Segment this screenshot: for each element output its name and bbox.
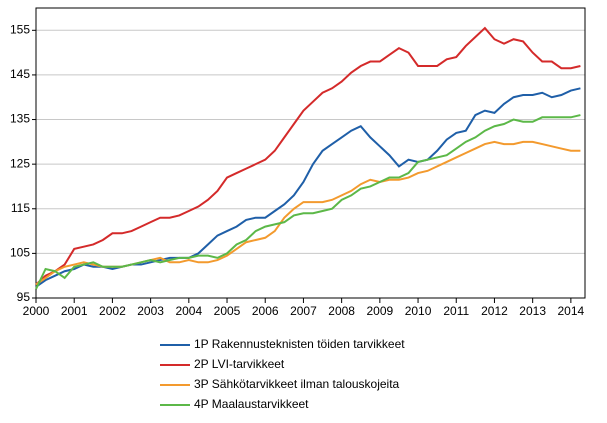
legend-label: 3P Sähkötarvikkeet ilman talouskojeita [194, 377, 400, 391]
legend-label: 2P LVI-tarvikkeet [194, 357, 285, 371]
x-tick-label: 2000 [23, 304, 50, 318]
y-tick-label: 135 [10, 112, 30, 126]
series-line [35, 114, 581, 290]
plot-frame [35, 7, 586, 299]
series-line [35, 87, 581, 288]
x-tick-label: 2009 [366, 304, 393, 318]
y-tick-label: 145 [10, 67, 30, 81]
x-tick-label: 2011 [443, 304, 469, 318]
x-tick-label: 2014 [558, 304, 585, 318]
x-tick-label: 2003 [137, 304, 164, 318]
x-tick-label: 2006 [252, 304, 279, 318]
x-tick-label: 2008 [328, 304, 355, 318]
x-tick-label: 2002 [99, 304, 126, 318]
y-tick-label: 155 [10, 22, 30, 36]
y-tick-label: 115 [11, 201, 30, 215]
y-tick-label: 95 [17, 290, 31, 304]
x-tick-label: 2004 [175, 304, 202, 318]
x-tick-label: 2010 [405, 304, 432, 318]
x-tick-label: 2012 [481, 304, 508, 318]
x-tick-label: 2013 [519, 304, 546, 318]
y-tick-label: 105 [10, 246, 30, 260]
y-tick-label: 125 [10, 156, 30, 170]
legend-label: 4P Maalaustarvikkeet [194, 397, 309, 411]
x-tick-label: 2001 [61, 304, 88, 318]
series-line [35, 26, 581, 286]
x-tick-label: 2007 [290, 304, 317, 318]
x-tick-label: 2005 [214, 304, 241, 318]
legend-label: 1P Rakennusteknisten töiden tarvikkeet [194, 337, 405, 351]
